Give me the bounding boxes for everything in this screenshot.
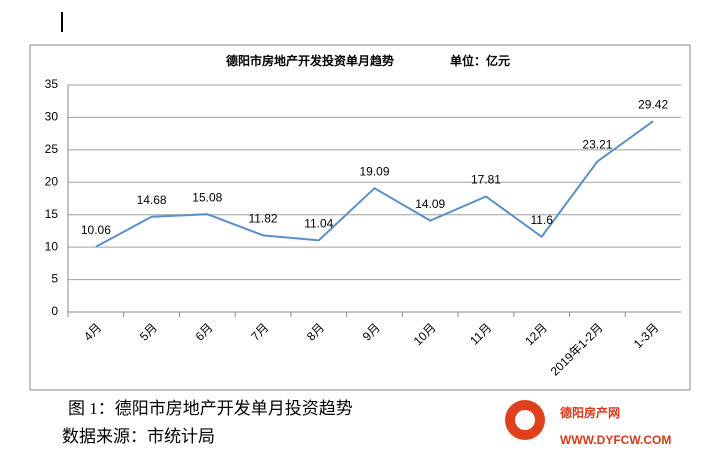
data-label: 11.04 (304, 217, 333, 231)
watermark: 德阳房产网 WWW.DYFCW.COM (505, 400, 671, 447)
y-tick-label: 10 (45, 239, 59, 253)
data-label: 14.68 (137, 193, 167, 207)
y-tick-label: 0 (51, 304, 58, 318)
unit-label: 单位：亿元 (450, 53, 510, 68)
watermark-url: WWW.DYFCW.COM (560, 433, 671, 447)
data-label: 17.81 (471, 173, 501, 187)
figure-caption: 图 1：德阳市房地产开发单月投资趋势 (68, 399, 353, 418)
data-label: 11.82 (248, 212, 277, 226)
data-label: 10.06 (81, 223, 111, 237)
y-tick-label: 15 (45, 207, 59, 221)
data-label: 15.08 (192, 190, 222, 204)
y-tick-label: 5 (51, 272, 58, 286)
chart-title: 德阳市房地产开发投资单月趋势 (226, 53, 394, 68)
data-label: 11.6 (530, 213, 553, 227)
data-label: 23.21 (582, 138, 612, 152)
data-label: 29.42 (638, 97, 668, 111)
chart-frame (29, 44, 691, 391)
y-tick-label: 25 (45, 142, 59, 156)
watermark-logo-inner (515, 410, 535, 430)
y-tick-label: 35 (45, 77, 59, 91)
series-line (95, 120, 654, 248)
source-caption: 数据来源：市统计局 (62, 427, 215, 446)
watermark-name: 德阳房产网 (560, 405, 620, 420)
y-tick-label: 20 (45, 174, 59, 188)
data-label: 19.09 (359, 164, 389, 178)
y-tick-label: 30 (45, 110, 59, 124)
data-label: 14.09 (415, 197, 445, 211)
